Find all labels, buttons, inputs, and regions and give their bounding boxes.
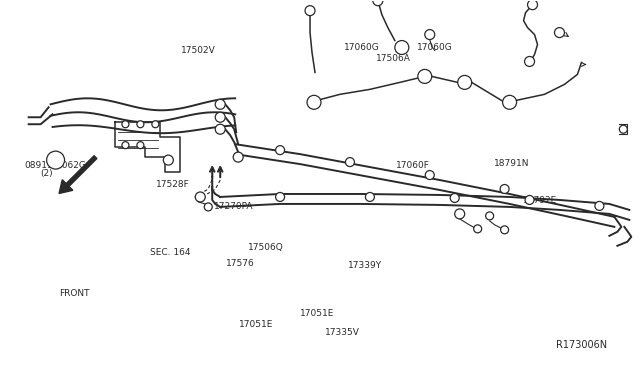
Circle shape	[554, 28, 564, 38]
Circle shape	[373, 0, 383, 6]
Circle shape	[502, 95, 516, 109]
Circle shape	[122, 142, 129, 149]
Text: R173006N: R173006N	[556, 340, 607, 350]
Circle shape	[163, 155, 173, 165]
Text: 08911-1062G: 08911-1062G	[24, 161, 86, 170]
Circle shape	[137, 142, 144, 149]
FancyArrow shape	[59, 156, 97, 193]
Text: 17335V: 17335V	[325, 328, 360, 337]
Text: 17051E: 17051E	[300, 310, 334, 318]
Circle shape	[346, 158, 355, 167]
Text: 17060F: 17060F	[396, 161, 429, 170]
Circle shape	[500, 226, 509, 234]
Text: f: f	[401, 45, 403, 50]
Circle shape	[365, 192, 374, 202]
Circle shape	[595, 202, 604, 211]
Circle shape	[620, 125, 627, 133]
Text: 17060G: 17060G	[417, 42, 453, 51]
Text: 17502V: 17502V	[181, 46, 216, 55]
Circle shape	[418, 70, 432, 83]
Circle shape	[276, 146, 285, 155]
Text: 17051E: 17051E	[239, 321, 273, 330]
Text: 17576: 17576	[226, 259, 255, 268]
Text: 17060G: 17060G	[344, 42, 380, 51]
Text: 17506Q: 17506Q	[248, 243, 284, 251]
Text: FRONT: FRONT	[59, 289, 90, 298]
Text: e: e	[508, 100, 511, 105]
Circle shape	[425, 170, 435, 180]
Circle shape	[425, 30, 435, 39]
Circle shape	[500, 185, 509, 193]
Circle shape	[525, 57, 534, 67]
Circle shape	[450, 193, 459, 202]
Text: SEC. 164: SEC. 164	[150, 248, 190, 257]
Circle shape	[152, 121, 159, 128]
Circle shape	[486, 212, 493, 220]
Circle shape	[525, 195, 534, 205]
Circle shape	[122, 121, 129, 128]
Circle shape	[47, 151, 65, 169]
Circle shape	[307, 95, 321, 109]
Circle shape	[215, 99, 225, 109]
Text: 17339Y: 17339Y	[348, 261, 382, 270]
Text: 18792E: 18792E	[523, 196, 557, 205]
Circle shape	[305, 6, 315, 16]
Circle shape	[195, 192, 205, 202]
Circle shape	[527, 0, 538, 10]
Text: 17270PA: 17270PA	[214, 202, 253, 211]
Circle shape	[215, 124, 225, 134]
Circle shape	[454, 209, 465, 219]
Circle shape	[137, 121, 144, 128]
Circle shape	[474, 225, 482, 233]
Text: d: d	[423, 74, 427, 79]
Text: N: N	[52, 155, 59, 164]
Text: (2): (2)	[40, 169, 53, 177]
Circle shape	[458, 76, 472, 89]
Circle shape	[233, 152, 243, 162]
Text: 17506A: 17506A	[376, 54, 411, 62]
Circle shape	[276, 192, 285, 202]
Text: 18791N: 18791N	[494, 159, 529, 168]
Text: f: f	[313, 100, 315, 105]
Circle shape	[215, 112, 225, 122]
Text: 17528F: 17528F	[156, 180, 190, 189]
Circle shape	[204, 203, 212, 211]
Circle shape	[395, 41, 409, 54]
Text: F: F	[463, 80, 467, 85]
